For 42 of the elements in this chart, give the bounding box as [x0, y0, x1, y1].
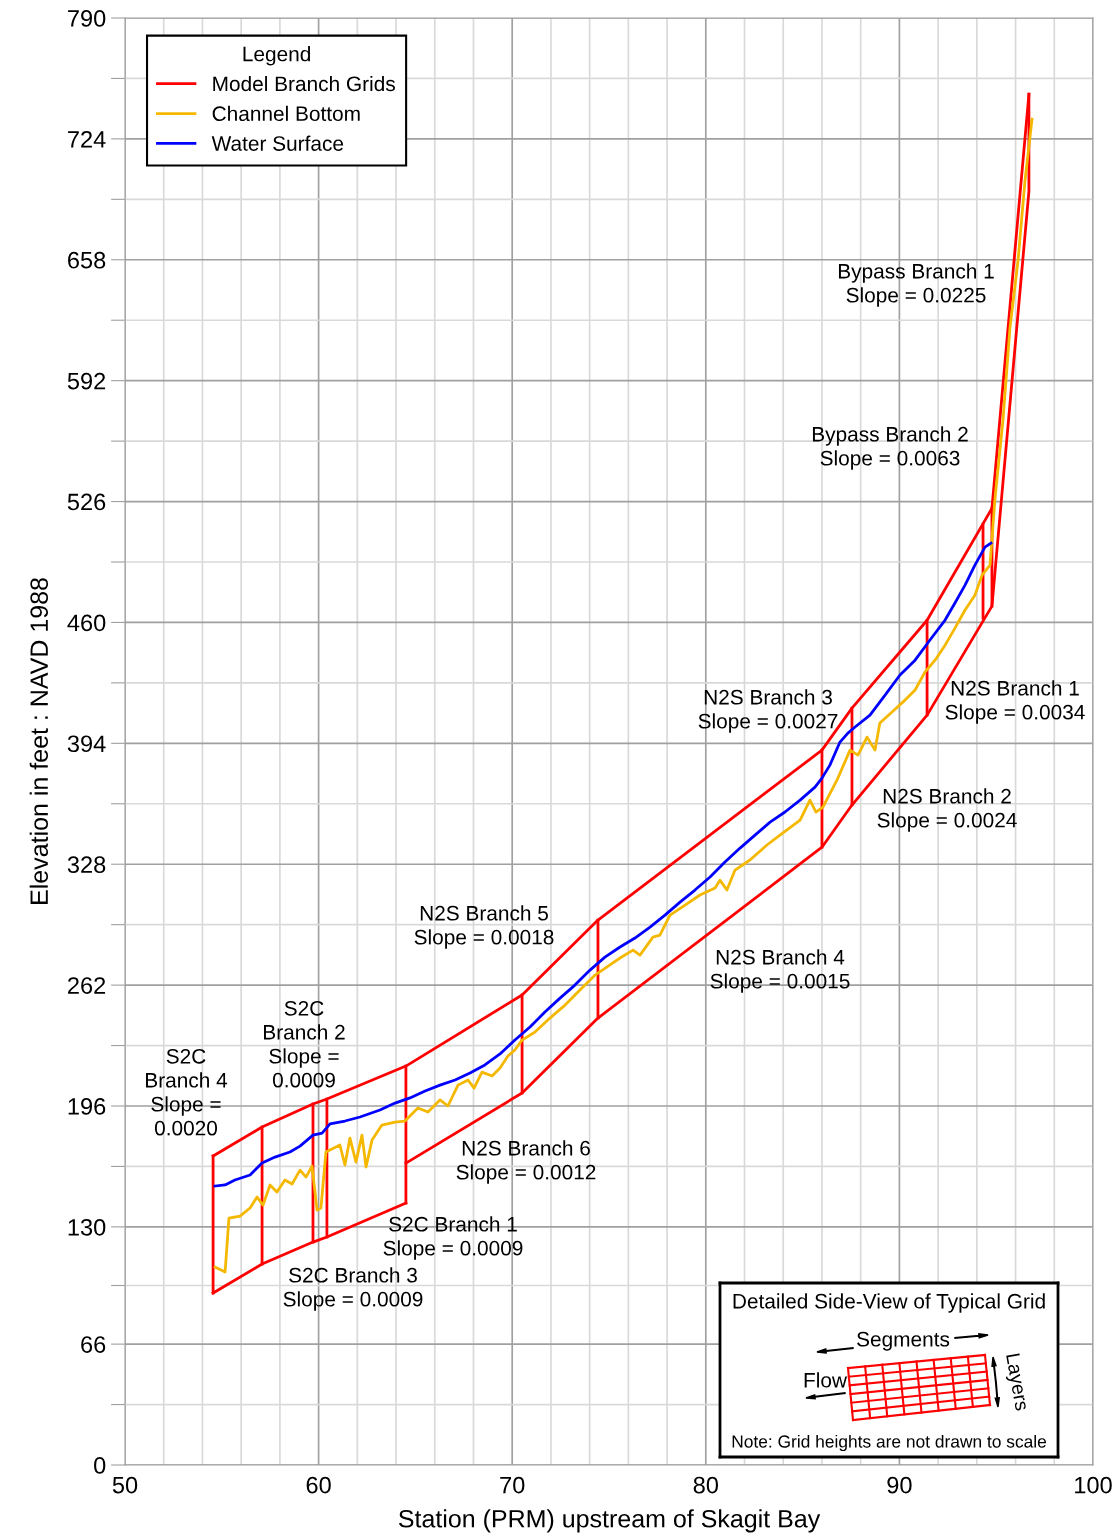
x-tick-label: 70	[500, 1476, 525, 1494]
annotation: S2C Branch 2 Slope = 0.0009	[264, 1000, 345, 1088]
annotation: S2C Branch 4 Slope = 0.0020	[146, 1048, 228, 1136]
x-tick-label: 50	[112, 1476, 138, 1494]
annotation: Flow	[804, 1372, 848, 1388]
annotation: Bypass Branch 1 Slope = 0.0225	[838, 263, 994, 307]
annotation: S2C Branch 3 Slope = 0.0009	[283, 1267, 423, 1311]
y-tick-label: 262	[68, 977, 106, 994]
y-tick-label: 328	[67, 856, 106, 874]
y-tick-label: 790	[68, 10, 106, 27]
y-tick-label: 526	[67, 493, 106, 511]
annotation: Note: Grid heights are not drawn to scale	[732, 1434, 1047, 1452]
y-tick-label: 0	[94, 1457, 106, 1474]
y-tick-label: 724	[68, 130, 106, 148]
annotation: N2S Branch 6 Slope = 0.0012	[456, 1140, 596, 1184]
y-tick-label: 658	[68, 251, 106, 269]
annotation: N2S Branch 1 Slope = 0.0034	[945, 680, 1085, 724]
annotation: N2S Branch 2 Slope = 0.0024	[877, 788, 1017, 832]
legend-label: Model Branch Grids	[213, 75, 395, 92]
legend-label: Water Surface	[211, 135, 344, 151]
y-tick-label: 66	[81, 1336, 106, 1353]
y-tick-label: 592	[67, 372, 106, 390]
x-axis-title: Station (PRM) upstream of Skagit Bay	[398, 1509, 821, 1533]
annotation: Layers	[1002, 1353, 1030, 1412]
annotation: Segments	[857, 1331, 950, 1351]
annotation: N2S Branch 4 Slope = 0.0015	[710, 949, 850, 993]
legend-label: Channel Bottom	[212, 105, 360, 122]
y-tick-label: 130	[68, 1218, 106, 1236]
y-tick-label: 394	[67, 735, 106, 753]
y-axis-title: Elevation in feet : NAVD 1988	[29, 578, 49, 904]
y-tick-label: 196	[68, 1098, 106, 1115]
x-tick-label: 80	[693, 1476, 719, 1494]
x-tick-label: 60	[306, 1476, 331, 1494]
annotation: Bypass Branch 2 Slope = 0.0063	[812, 426, 968, 470]
y-tick-label: 460	[67, 614, 106, 632]
annotation: S2C Branch 1 Slope = 0.0009	[383, 1216, 523, 1260]
legend-title: Legend	[243, 46, 310, 66]
annotation: N2S Branch 3 Slope = 0.0027	[698, 689, 838, 733]
annotation: N2S Branch 5 Slope = 0.0018	[414, 905, 554, 949]
x-tick-label: 90	[887, 1476, 912, 1494]
annotation: Detailed Side-View of Typical Grid	[733, 1293, 1045, 1313]
x-tick-label: 100	[1075, 1476, 1112, 1494]
